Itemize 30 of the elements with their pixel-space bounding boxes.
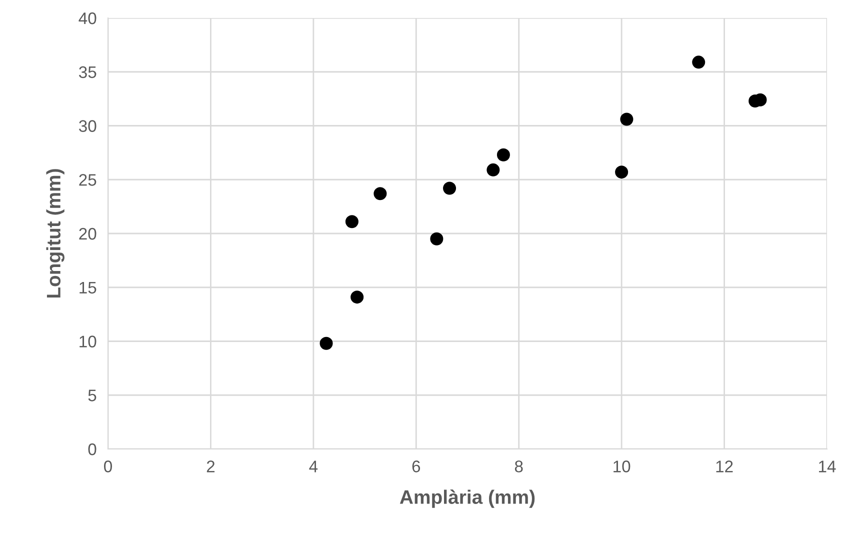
point	[430, 232, 444, 246]
point	[615, 166, 628, 179]
point	[350, 290, 364, 304]
y-tick-label: 10	[80, 336, 96, 348]
y-tick-label: 20	[79, 228, 96, 240]
x-tick-label: 2	[206, 460, 215, 472]
y-tick-label: 15	[80, 282, 96, 294]
y-tick-label: 25	[79, 174, 96, 186]
point	[345, 215, 358, 228]
y-axis-title: Longitut (mm)	[46, 169, 64, 298]
x-tick-label: 8	[514, 460, 523, 472]
point	[443, 182, 456, 195]
x-tick-label: 0	[104, 460, 112, 472]
point	[620, 112, 634, 126]
point	[486, 163, 500, 176]
point	[374, 187, 387, 200]
x-tick-label: 4	[309, 460, 318, 472]
x-tick-label: 10	[614, 460, 630, 472]
y-tick-label: 5	[88, 390, 96, 402]
x-tick-label: 12	[716, 460, 733, 472]
y-tick-label: 0	[88, 443, 96, 456]
point	[496, 148, 510, 162]
x-tick-label: 14	[819, 460, 836, 472]
y-tick-label: 40	[78, 12, 96, 24]
x-axis-title: Amplària (mm)	[400, 490, 535, 508]
point	[692, 56, 706, 69]
y-tick-label: 35	[78, 66, 96, 78]
y-tick-label: 30	[78, 120, 96, 132]
x-tick-label: 6	[412, 460, 420, 472]
point	[320, 336, 333, 350]
